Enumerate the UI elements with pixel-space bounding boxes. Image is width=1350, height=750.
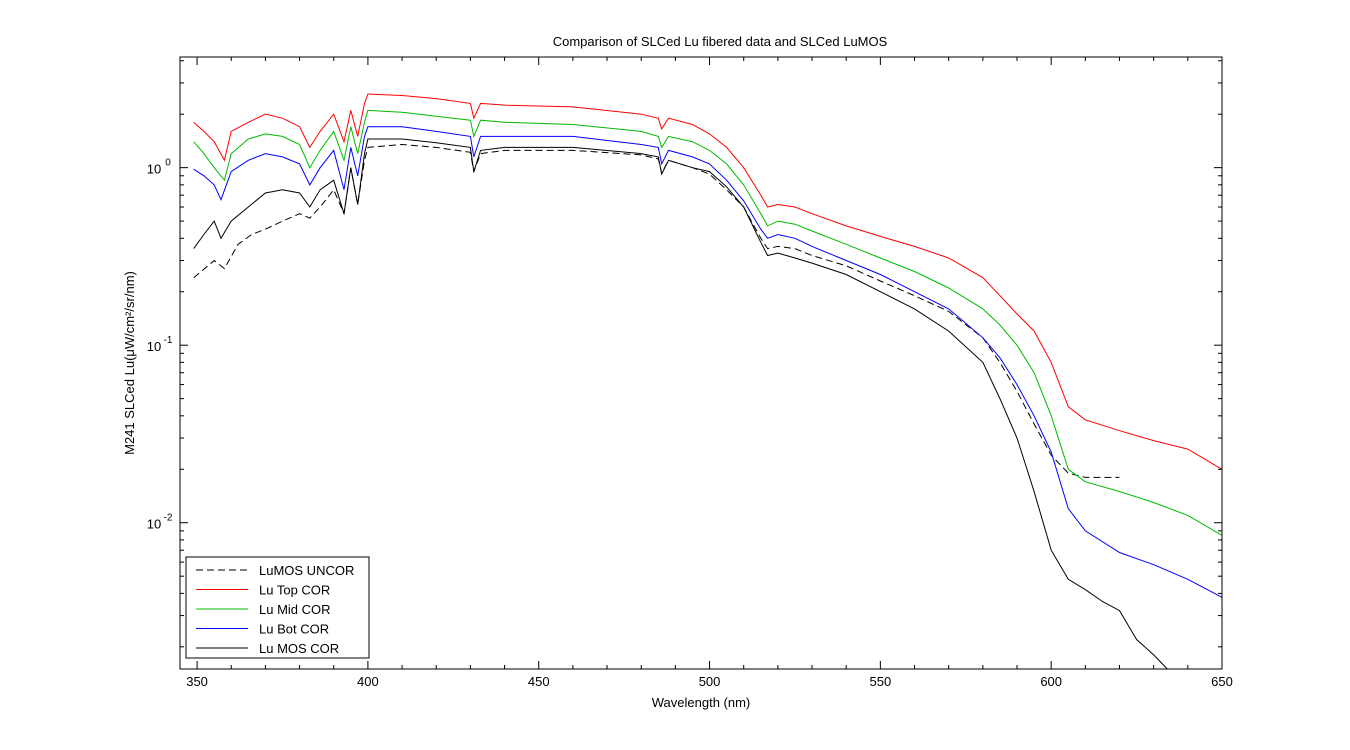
legend: LuMOS UNCOR Lu Top COR Lu Mid COR Lu Bot CO… xyxy=(185,556,370,659)
y-tick-label: 10 xyxy=(147,517,161,532)
series-line-2 xyxy=(193,109,1222,536)
x-tick-label: 450 xyxy=(528,674,550,689)
legend-label-4: Lu MOS COR xyxy=(259,641,339,656)
series-line-4 xyxy=(193,138,1168,669)
x-axis: 350 400 450 500 550 600 650 xyxy=(186,57,1233,689)
x-tick-label: 600 xyxy=(1040,674,1062,689)
x-axis-label: Wavelength (nm) xyxy=(652,695,751,710)
legend-label-0: LuMOS UNCOR xyxy=(259,563,354,578)
legend-label-2: Lu Mid COR xyxy=(259,602,331,617)
legend-label-1: Lu Top COR xyxy=(259,583,330,598)
chart-title: Comparison of SLCed Lu fibered data and … xyxy=(553,34,888,49)
x-tick-label: 350 xyxy=(186,674,208,689)
x-tick-label: 500 xyxy=(699,674,721,689)
y-tick-exponent: 0 xyxy=(165,158,171,169)
series-layer xyxy=(193,93,1222,669)
series-line-0 xyxy=(193,143,1120,478)
legend-box xyxy=(185,556,370,659)
y-tick-exponent: -2 xyxy=(164,513,173,524)
y-tick-label: 10 xyxy=(147,162,161,177)
plot-area-frame xyxy=(179,56,1223,670)
y-axis-label: M241 SLCed Lu(μW/cm²/sr/nm) xyxy=(122,271,137,455)
x-tick-label: 400 xyxy=(357,674,379,689)
x-tick-label: 650 xyxy=(1211,674,1233,689)
x-tick-label: 550 xyxy=(870,674,892,689)
series-line-3 xyxy=(193,126,1222,598)
legend-label-3: Lu Bot COR xyxy=(259,622,329,637)
y-tick-exponent: -1 xyxy=(164,335,173,346)
y-tick-label: 10 xyxy=(147,339,161,354)
series-line-1 xyxy=(193,93,1222,470)
